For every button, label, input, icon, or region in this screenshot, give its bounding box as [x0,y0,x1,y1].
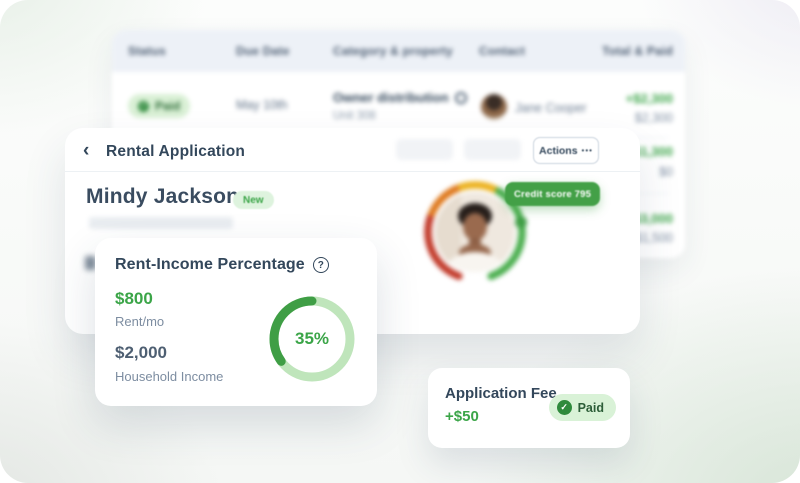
status-badge: ✓ Paid [128,94,191,118]
fee-amount: +$50 [445,408,479,425]
paid-amount: $0 [659,165,673,179]
donut-arc [269,296,355,382]
credit-score-tooltip: Credit score 795 [505,182,601,206]
ellipsis-icon: ••• [581,146,593,155]
actions-label: Actions [539,144,578,157]
gauge-svg [424,181,527,280]
table-header-row [112,30,685,72]
gauge-marker-dot [515,216,527,229]
toolbar-placeholder [396,139,453,160]
income-label: Household Income [115,369,224,384]
gauge-gold-segment [457,181,501,195]
credit-score-label: Credit score 795 [514,188,592,200]
applicant-name: Mindy Jackson [86,185,240,208]
category-cell: Owner distribution [333,90,467,105]
actions-button[interactable]: Actions ••• [533,137,599,164]
contact-avatar [481,94,507,120]
fee-title: Application Fee [445,385,557,402]
recurring-icon [454,91,467,104]
new-badge-label: New [243,194,264,206]
credit-score-gauge [423,180,527,284]
status-label: Paid [155,99,181,113]
back-chevron-icon[interactable]: ‹ [83,140,90,161]
header-divider [65,171,640,172]
check-circle-icon: ✓ [556,400,572,415]
help-icon[interactable]: ? [312,257,329,273]
check-circle-icon: ✓ [138,100,149,112]
paid-badge-label: Paid [577,400,604,415]
property-cell: Unit 308 [333,110,376,122]
col-header-status: Status [128,44,166,58]
col-header-category: Category & property [333,44,453,58]
category-label: Owner distribution [333,90,449,105]
rent-label: Rent/mo [115,314,165,329]
applicant-photo [435,192,515,272]
due-date-cell: May 10th [236,98,288,112]
contact-name: Jane Cooper [515,101,587,115]
total-amount: +$2,300 [625,91,673,106]
toolbar-placeholder [464,139,521,160]
paid-badge: ✓ Paid [548,394,616,421]
paid-amount: $2,300 [634,111,673,125]
new-badge: New [233,191,274,209]
percentage-donut-chart: 35% [266,293,358,385]
rent-income-card: Rent-Income Percentage ? $800 Rent/mo $2… [95,238,377,406]
col-header-contact: Contact [479,44,526,58]
card-title: Rent-Income Percentage [115,256,305,273]
gauge-orange-segment [427,184,461,218]
page-title: Rental Application [106,143,246,160]
application-fee-card: Application Fee +$50 ✓ Paid [428,368,630,448]
income-value: $2,000 [115,343,167,362]
obscured-text-fragment [85,256,96,270]
paid-amount: $1,500 [634,231,673,245]
subtitle-placeholder [89,217,233,229]
col-header-due-date: Due Date [236,44,290,58]
col-header-total: Total & Paid [602,44,673,58]
donut-svg [269,296,355,382]
donut-percent-label: 35% [294,329,330,348]
rent-value: $800 [115,289,153,308]
gauge-red-segment [424,212,463,280]
